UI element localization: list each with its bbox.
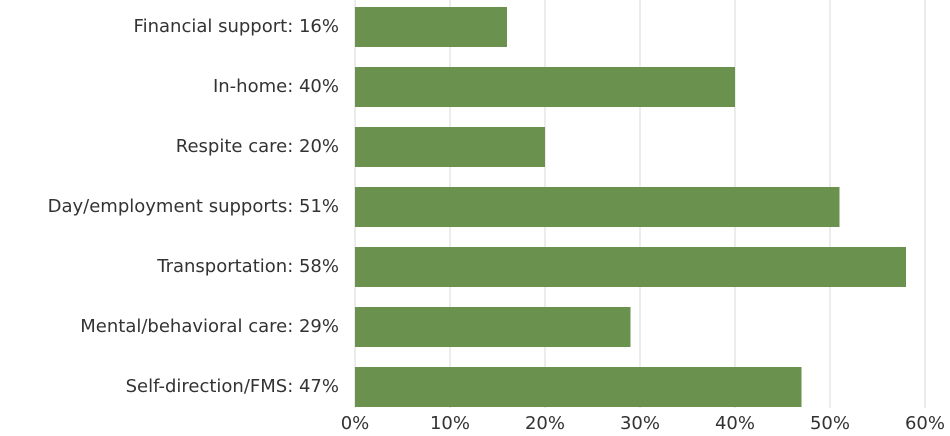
y-tick-label: Mental/behavioral care: 29% xyxy=(80,316,339,337)
bar xyxy=(355,7,507,47)
y-tick-label: Self-direction/FMS: 47% xyxy=(126,376,339,397)
y-tick-label: Day/employment supports: 51% xyxy=(48,196,339,217)
bar xyxy=(355,307,631,347)
bar xyxy=(355,187,840,227)
x-tick-label: 0% xyxy=(341,413,370,434)
bar xyxy=(355,127,545,167)
y-tick-label: Respite care: 20% xyxy=(176,136,339,157)
x-tick-label: 30% xyxy=(620,413,660,434)
bar xyxy=(355,247,906,287)
y-tick-label: In-home: 40% xyxy=(213,76,339,97)
bar xyxy=(355,67,735,107)
bar xyxy=(355,367,802,407)
y-tick-label: Financial support: 16% xyxy=(134,16,339,37)
x-tick-label: 20% xyxy=(525,413,565,434)
x-tick-label: 10% xyxy=(430,413,470,434)
x-tick-label: 60% xyxy=(905,413,945,434)
x-tick-label: 40% xyxy=(715,413,755,434)
y-tick-label: Transportation: 58% xyxy=(156,256,339,277)
x-tick-label: 50% xyxy=(810,413,850,434)
